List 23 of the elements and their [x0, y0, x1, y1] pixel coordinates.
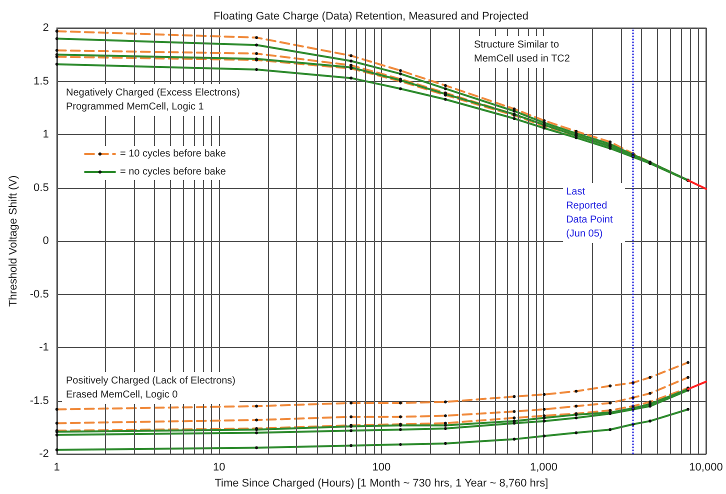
y-tick-label: 0	[42, 235, 49, 248]
y-tick-label: 1.5	[34, 75, 49, 88]
legend-label: = no cycles before bake	[120, 166, 226, 178]
x-tick-label: 1	[54, 462, 60, 474]
y-axis-title: Threshold Voltage Shift (V)	[8, 175, 20, 307]
annotation: Negatively Charged (Excess Electrons) Programmed MemCell, Logic 1	[66, 88, 240, 112]
y-tick-label: -2	[39, 448, 49, 460]
annotation: Positively Charged (Lack of Electrons) Erased MemCell, Logic 0	[66, 376, 236, 400]
y-tick-label: 2	[42, 22, 49, 34]
x-tick-label: 10	[213, 462, 226, 474]
y-tick-label: -0.5	[30, 288, 49, 300]
x-tick-label: 1,000	[530, 462, 558, 474]
y-tick-label: 1	[42, 128, 49, 141]
y-tick-label: -1.5	[30, 394, 49, 407]
y-tick-label: 0.5	[34, 182, 49, 194]
y-tick-label: -1	[39, 342, 49, 354]
legend-label: = 10 cycles before bake	[120, 148, 226, 160]
x-tick-label: 100	[372, 462, 391, 474]
ref-line-label: Last Reported Data Point (Jun 05)	[566, 186, 616, 240]
x-tick-label: 10,000	[689, 462, 723, 474]
chart-title: Floating Gate Charge (Data) Retention, Measured and Projected	[214, 10, 528, 22]
x-axis-title: Time Since Charged (Hours) [1 Month ~ 730 hrs, 1 Year ~ 8,760 hrs]	[214, 478, 548, 490]
annotation: Structure Similar to MemCell used in TC2	[474, 40, 570, 64]
